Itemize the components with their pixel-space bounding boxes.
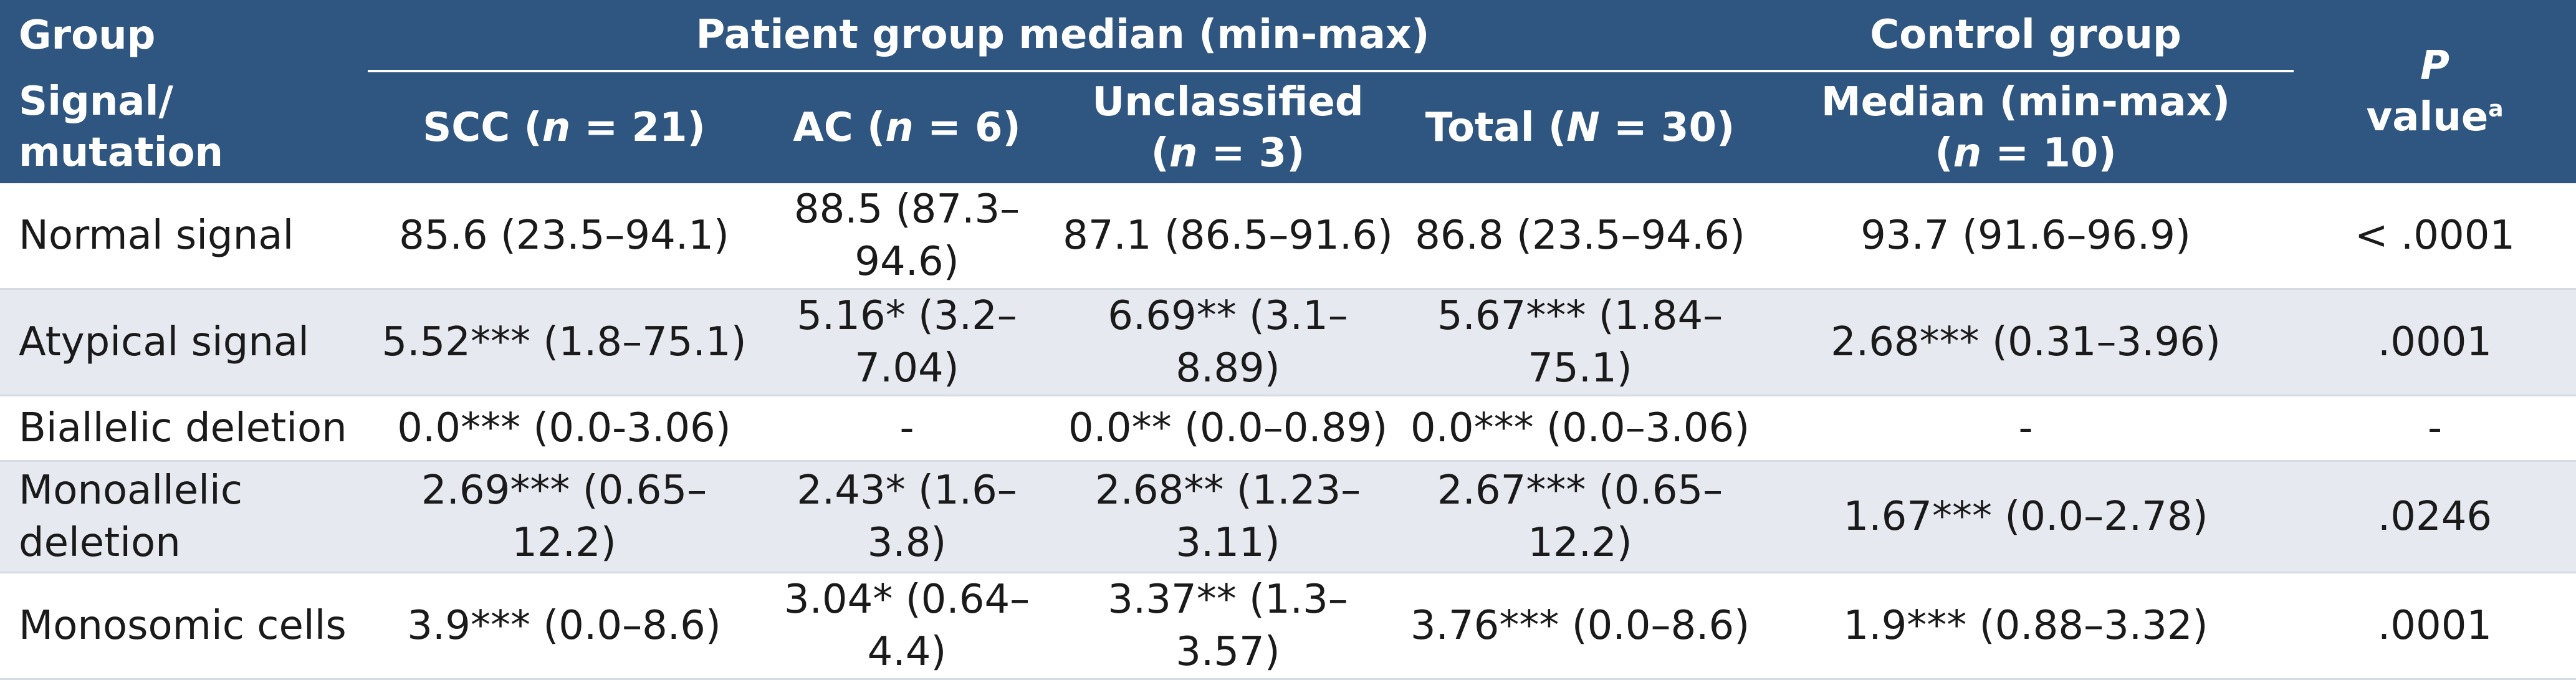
table-row: Monoallelic deletion 2.69*** (0.65–12.2)… — [0, 461, 2576, 573]
row-label: Biallelic deletion — [0, 395, 368, 462]
cell-ac: 2.43* (1.6–3.8) — [760, 461, 1053, 573]
header-ac: AC (n = 6) — [760, 71, 1053, 183]
header-control-group: Control group — [1758, 0, 2294, 72]
cell-p-value: .0001 — [2294, 289, 2576, 396]
cell-p-value: .0246 — [2294, 461, 2576, 573]
cell-total: 0.0*** (0.0–3.06) — [1402, 395, 1758, 462]
table-body: Normal signal 85.6 (23.5–94.1) 88.5 (87.… — [0, 183, 2576, 680]
row-label: Monoallelic deletion — [0, 461, 368, 573]
cell-total: 86.8 (23.5–94.6) — [1402, 183, 1758, 290]
cell-scc: 2.69*** (0.65–12.2) — [368, 461, 760, 573]
table-row: Atypical signal 5.52*** (1.8–75.1) 5.16*… — [0, 289, 2576, 396]
header-group: Group — [0, 0, 368, 71]
cell-p-value: < .0001 — [2294, 183, 2576, 290]
cell-p-value: - — [2294, 395, 2576, 462]
header-patient-group: Patient group median (min-max) — [368, 0, 1758, 72]
cell-control: 1.9*** (0.88–3.32) — [1758, 572, 2294, 680]
cell-ac: 88.5 (87.3–94.6) — [760, 183, 1053, 290]
cell-ac: 3.04* (0.64–4.4) — [760, 572, 1053, 680]
table-row: Biallelic deletion 0.0*** (0.0-3.06) - 0… — [0, 395, 2576, 462]
cell-total: 2.67*** (0.65–12.2) — [1402, 461, 1758, 573]
table-row: Monosomic cells 3.9*** (0.0–8.6) 3.04* (… — [0, 572, 2576, 680]
header-unclassified: Unclassified (n = 3) — [1053, 71, 1402, 183]
cell-scc: 0.0*** (0.0-3.06) — [368, 395, 760, 462]
header-total: Total (N = 30) — [1402, 71, 1758, 183]
row-label: Monosomic cells — [0, 572, 368, 680]
header-control-median: Median (min-max) (n = 10) — [1758, 71, 2294, 183]
cell-control: 93.7 (91.6–96.9) — [1758, 183, 2294, 290]
cell-control: 1.67*** (0.0–2.78) — [1758, 461, 2294, 573]
cell-ac: 5.16* (3.2–7.04) — [760, 289, 1053, 396]
cell-total: 5.67*** (1.84–75.1) — [1402, 289, 1758, 396]
cell-ac: - — [760, 395, 1053, 462]
cell-unclassified: 0.0** (0.0–0.89) — [1053, 395, 1402, 462]
cell-scc: 5.52*** (1.8–75.1) — [368, 289, 760, 396]
cell-control: - — [1758, 395, 2294, 462]
cell-scc: 3.9*** (0.0–8.6) — [368, 572, 760, 680]
row-label: Normal signal — [0, 183, 368, 290]
cell-scc: 85.6 (23.5–94.1) — [368, 183, 760, 290]
cell-total: 3.76*** (0.0–8.6) — [1402, 572, 1758, 680]
header-p-value: P valuea — [2294, 0, 2576, 183]
cell-unclassified: 6.69** (3.1–8.89) — [1053, 289, 1402, 396]
table-header: Group Patient group median (min-max) Con… — [0, 0, 2576, 183]
cell-control: 2.68*** (0.31–3.96) — [1758, 289, 2294, 396]
cell-unclassified: 3.37** (1.3–3.57) — [1053, 572, 1402, 680]
row-label: Atypical signal — [0, 289, 368, 396]
header-footnote-marker: a — [2488, 96, 2504, 122]
header-signal-mutation: Signal/ mutation — [0, 71, 368, 183]
table-row: Normal signal 85.6 (23.5–94.1) 88.5 (87.… — [0, 183, 2576, 290]
cell-unclassified: 2.68** (1.23–3.11) — [1053, 461, 1402, 573]
cell-p-value: .0001 — [2294, 572, 2576, 680]
cell-unclassified: 87.1 (86.5–91.6) — [1053, 183, 1402, 290]
header-scc: SCC (n = 21) — [368, 71, 760, 183]
